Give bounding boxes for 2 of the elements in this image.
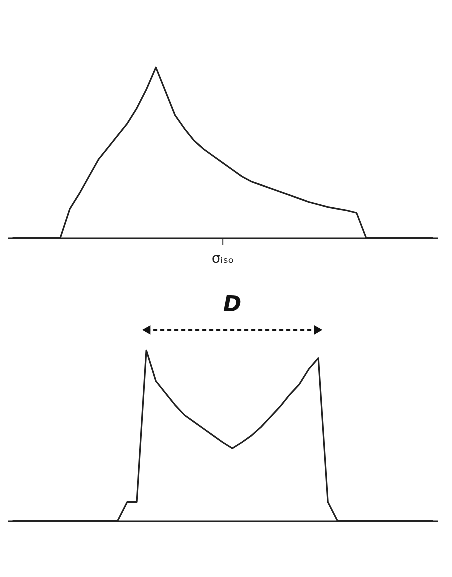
text: σᵢₛₒ: [212, 251, 234, 267]
text: D: [223, 292, 242, 318]
